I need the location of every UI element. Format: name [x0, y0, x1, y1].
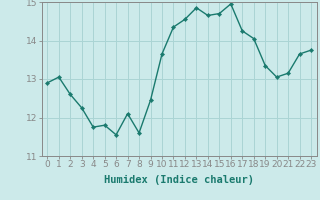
X-axis label: Humidex (Indice chaleur): Humidex (Indice chaleur): [104, 175, 254, 185]
